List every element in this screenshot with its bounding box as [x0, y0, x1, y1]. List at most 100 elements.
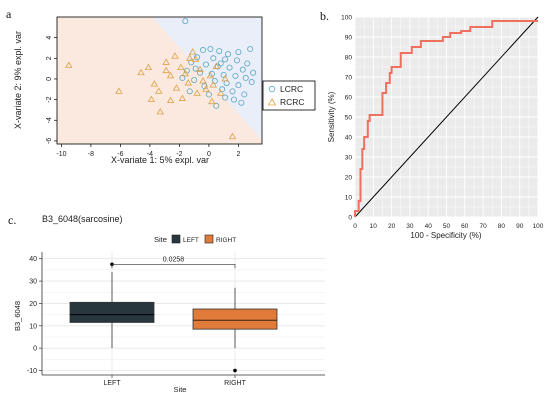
- roc-ticks: 0 10 20 30 40 50 60 70 80 90 100 0 10 20 30 40 50 60 70 80 9…: [341, 15, 544, 231]
- rcrc-point: [162, 66, 170, 74]
- roc-y-tick-label: 90: [345, 35, 353, 42]
- scatter-x-tick-label: -8: [88, 151, 94, 158]
- scatter-marks: [65, 18, 257, 140]
- significance-label: 0.0258: [163, 256, 185, 263]
- rcrc-point: [202, 85, 210, 92]
- scatter-y-tick-label: -6: [46, 138, 53, 144]
- lcrc-point: [232, 72, 239, 79]
- lcrc-point: [217, 60, 224, 67]
- rcrc-point: [221, 74, 229, 82]
- lcrc-point: [248, 79, 255, 86]
- lcrc-point: [225, 51, 232, 58]
- rcrc-point: [144, 63, 153, 70]
- scatter-y-tick-label: 2: [46, 56, 53, 60]
- roc-y-tick-label: 70: [345, 75, 353, 82]
- roc-curve: [354, 20, 538, 217]
- rcrc-point: [171, 52, 179, 59]
- roc-y-tick-label: 50: [345, 115, 353, 122]
- lcrc-point: [238, 99, 245, 106]
- rcrc-point: [166, 96, 175, 104]
- lcrc-point: [202, 61, 209, 68]
- roc-x-tick-label: 80: [498, 223, 506, 230]
- scatter-x-tick-label: -2: [176, 151, 182, 158]
- scatter-x-tick-label: 0: [207, 151, 211, 158]
- box-x-tick-label: RIGHT: [224, 380, 247, 387]
- lcrc-point: [211, 78, 218, 85]
- lcrc-point: [186, 88, 193, 95]
- lcrc-point: [207, 46, 214, 53]
- box-y-tick-label: 40: [29, 256, 37, 263]
- legend-rcrc-marker: [267, 98, 277, 106]
- roc-x-tick-label: 20: [388, 223, 396, 230]
- lcrc-point: [200, 47, 207, 54]
- box-outlier: [233, 368, 237, 373]
- box-left: [69, 301, 155, 323]
- roc-x-tick-label: 60: [461, 223, 469, 230]
- lcrc-point: [192, 65, 199, 72]
- box-xlabel: Site: [174, 385, 187, 394]
- roc-x-tick-label: 0: [353, 223, 357, 230]
- rcrc-point: [193, 89, 201, 96]
- lcrc-point: [239, 66, 246, 73]
- lcrc-point: [188, 59, 195, 66]
- lcrc-point: [194, 54, 201, 61]
- lcrc-region: [152, 17, 262, 140]
- lcrc-point: [235, 49, 242, 56]
- lcrc-point: [244, 60, 251, 67]
- roc-x-tick-label: 90: [516, 223, 524, 230]
- box-x-tick-label: LEFT: [103, 380, 121, 387]
- roc-xlabel: 100 - Specificity (%): [410, 231, 481, 240]
- lcrc-point: [191, 76, 198, 83]
- rcrc-point: [196, 65, 204, 73]
- scatter-x-tick-label: 2: [236, 151, 240, 158]
- scatter-y-tick-label: 0: [46, 77, 53, 81]
- rcrc-point: [186, 54, 194, 61]
- lcrc-point: [205, 91, 212, 98]
- scatter-y-tick-label: -4: [46, 117, 53, 123]
- legend-lcrc-label: LCRC: [280, 84, 303, 94]
- box-y-tick-label: 30: [29, 279, 37, 286]
- scatter-ticks: -10 -8 -6 -4 -2 0 2 -6 -4 -2 0 2 4: [46, 36, 240, 158]
- box-y-tick-label: 0: [33, 346, 37, 353]
- rcrc-point: [177, 63, 185, 70]
- box-title: B3_6048(sarcosine): [42, 214, 123, 224]
- panel-label-c: c.: [8, 213, 16, 227]
- roc-x-tick-label: 100: [533, 223, 544, 230]
- rcrc-point: [178, 94, 187, 101]
- box-ylabel: B3_6048: [13, 301, 22, 331]
- lcrc-point: [219, 86, 226, 93]
- roc-y-tick-label: 30: [345, 155, 353, 162]
- box-panel: B3_6048(sarcosine) Site LEFT RIGHT -10 0 1…: [13, 214, 325, 394]
- panel-label-b: b.: [320, 9, 329, 23]
- scatter-frame: [56, 16, 263, 145]
- rcrc-point: [188, 48, 197, 55]
- scatter-y-tick-label: 4: [46, 36, 53, 40]
- roc-ylabel: Sensitivity (%): [327, 91, 336, 142]
- roc-x-tick-label: 10: [370, 223, 378, 230]
- box-y-tick-label: 10: [29, 323, 37, 330]
- roc-y-tick-label: 80: [345, 55, 353, 62]
- roc-x-tick-label: 30: [406, 223, 414, 230]
- rcrc-point: [209, 81, 218, 88]
- rcrc-point: [156, 107, 164, 115]
- lcrc-point: [229, 88, 236, 95]
- lcrc-point: [220, 71, 227, 78]
- roc-y-tick-label: 60: [345, 95, 353, 102]
- rcrc-point: [184, 79, 192, 86]
- rcrc-point: [217, 89, 225, 96]
- lcrc-point: [223, 80, 230, 87]
- roc-y-tick-label: 10: [345, 195, 353, 202]
- lcrc-point: [241, 91, 248, 98]
- lcrc-point: [197, 69, 204, 76]
- lcrc-point: [235, 82, 242, 89]
- scatter-xlabel: X-variate 1: 5% expl. var: [111, 155, 209, 165]
- legend-left-label: LEFT: [183, 237, 199, 244]
- roc-y-tick-label: 100: [341, 15, 352, 22]
- roc-panel: 0 10 20 30 40 50 60 70 80 90 100 0 10 20 30 40 50 60 70 80 9…: [327, 15, 544, 241]
- lcrc-point: [216, 48, 223, 55]
- legend-lcrc-marker: [268, 85, 276, 93]
- scatter-y-tick-label: -2: [46, 96, 53, 102]
- box-y-tick-label: -10: [27, 368, 37, 375]
- box-right: [192, 308, 278, 330]
